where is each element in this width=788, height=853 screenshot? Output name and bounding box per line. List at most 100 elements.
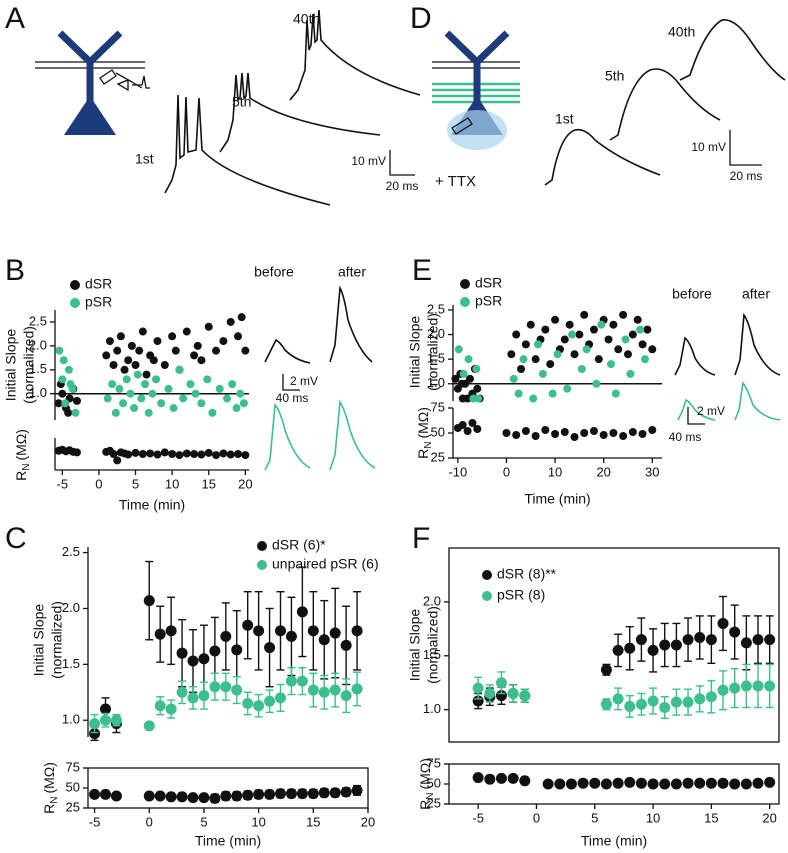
trace <box>329 399 376 471</box>
data-point <box>220 790 232 802</box>
y-tick-label: 2.0 <box>62 600 80 615</box>
data-point <box>682 634 694 646</box>
data-point <box>242 697 254 709</box>
scale-bar <box>282 374 300 391</box>
trace <box>674 336 716 376</box>
data-point <box>463 394 472 403</box>
data-point <box>563 384 572 393</box>
data-point <box>253 788 265 800</box>
scale-bar <box>687 407 705 425</box>
data-point <box>234 332 243 341</box>
y-axis-label: (normalized) <box>21 326 37 404</box>
data-point <box>133 370 142 379</box>
x-tick-label: -5 <box>89 814 101 829</box>
data-point <box>597 320 606 329</box>
data-point <box>55 346 64 355</box>
panel-letter: C <box>5 522 27 555</box>
data-point <box>228 380 237 389</box>
data-point <box>624 700 636 712</box>
trace <box>609 68 721 141</box>
data-point <box>160 448 169 457</box>
data-point <box>124 356 133 365</box>
data-point <box>568 330 577 339</box>
data-point <box>285 675 297 687</box>
data-point <box>169 404 178 413</box>
data-point <box>507 772 519 784</box>
data-point <box>110 714 122 726</box>
x-tick-label: 30 <box>645 464 659 479</box>
x-tick-label: 5 <box>200 814 207 829</box>
data-point <box>296 675 308 687</box>
data-point <box>72 396 81 405</box>
data-point <box>168 450 177 458</box>
data-point <box>521 427 530 435</box>
scale-label: 10 mV <box>691 140 726 154</box>
scale-label: 2 mV <box>290 374 318 388</box>
data-point <box>165 703 177 715</box>
data-point <box>154 700 166 712</box>
data-point <box>89 788 101 800</box>
x-tick-label: 0 <box>533 810 540 825</box>
data-point <box>223 394 232 403</box>
data-point <box>624 776 636 788</box>
x-tick-label: 20 <box>361 814 375 829</box>
legend-marker <box>482 570 492 580</box>
y-tick-label: 2.5 <box>62 544 80 559</box>
data-point <box>626 369 635 378</box>
data-point <box>100 703 111 715</box>
x-tick-label: 20 <box>762 810 776 825</box>
data-point <box>220 681 232 693</box>
data-point <box>628 330 637 339</box>
data-point <box>580 310 589 319</box>
data-point <box>119 399 128 408</box>
data-point <box>64 365 73 374</box>
data-point <box>507 350 516 359</box>
data-point <box>752 777 764 789</box>
data-point <box>468 419 477 427</box>
trace-label: 5th <box>605 68 624 84</box>
y-tick-label: 1.5 <box>423 647 441 662</box>
data-point <box>589 777 601 789</box>
legend-marker <box>70 298 80 308</box>
x-tick-label: 0 <box>146 814 153 829</box>
data-point <box>175 365 184 374</box>
data-point <box>764 776 776 788</box>
legend-label: unpaired pSR (6) <box>272 556 379 572</box>
data-point <box>340 690 352 702</box>
data-point <box>705 777 717 789</box>
inset-label: before <box>672 286 712 302</box>
data-point <box>519 690 531 702</box>
y-label-unit: (MΩ) <box>13 429 29 460</box>
data-point <box>624 642 636 654</box>
data-point <box>239 399 248 408</box>
data-point <box>164 384 173 393</box>
x-tick-label: -10 <box>448 464 467 479</box>
trace <box>734 380 781 421</box>
data-point <box>153 337 162 346</box>
data-point <box>138 450 147 458</box>
data-point <box>124 450 133 459</box>
y-label-main: R <box>417 800 433 810</box>
data-point <box>619 432 628 440</box>
data-point <box>296 788 308 800</box>
x-tick-label: 15 <box>704 810 718 825</box>
data-point <box>670 778 682 790</box>
x-tick-label: 0 <box>95 476 102 491</box>
data-point <box>176 647 188 659</box>
data-point <box>752 634 764 646</box>
y-axis-label: Initial Slope <box>3 329 19 402</box>
trace <box>264 403 311 471</box>
data-point <box>580 429 589 437</box>
x-axis-label: Time (min) <box>524 491 590 507</box>
data-point <box>670 696 682 708</box>
y-tick-label: 25 <box>427 795 441 810</box>
y-tick-label: 2.5 <box>29 313 47 328</box>
legend-label: pSR <box>475 293 502 309</box>
data-point <box>507 688 519 699</box>
y-axis-label: Initial Slope <box>407 609 423 682</box>
trace <box>164 94 331 206</box>
data-point <box>175 451 184 460</box>
data-point <box>187 792 199 804</box>
data-point <box>740 778 752 790</box>
data-point <box>495 772 507 784</box>
